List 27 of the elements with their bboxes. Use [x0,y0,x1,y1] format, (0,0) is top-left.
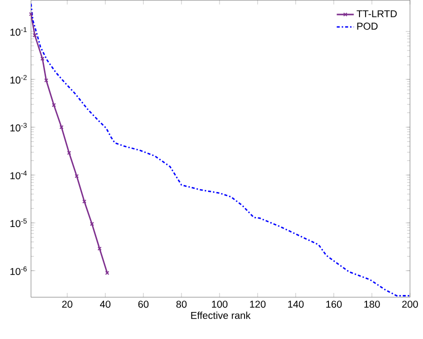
point [67,150,72,155]
x-tick-label: 160 [326,300,342,308]
x-axis-title: Effective rank [191,312,251,319]
x-tick-label: 120 [250,300,266,308]
y-tick-label: 10$^{-3}$ [10,122,27,132]
legend-label: POD [357,22,378,30]
y-tick-label: 10$^{-6}$ [10,266,27,275]
line-series [31,2,410,296]
point [82,199,86,204]
point [59,125,64,130]
x-tick-label: 200 [402,300,418,308]
point [90,222,94,226]
x-tick-label: 140 [288,300,304,308]
x-tick-label: 80 [176,300,187,308]
legend-label: TT-LRTD [356,10,397,18]
x-tick-label: 180 [364,300,380,308]
x-tick-label: 100 [212,300,228,308]
y-tick-label: 10$^{-1}$ [10,27,27,36]
x-tick-label: 20 [62,300,72,308]
point [52,102,56,107]
point [98,246,102,251]
x-tick-label: 60 [138,300,149,308]
y-tick-label: 10$^{-5}$ [10,218,27,228]
y-tick-label: 10$^{-2}$ [10,74,27,84]
x-tick-label: 40 [100,300,110,308]
point [32,33,37,38]
y-tick-label: 10$^{-4}$ [10,170,27,180]
